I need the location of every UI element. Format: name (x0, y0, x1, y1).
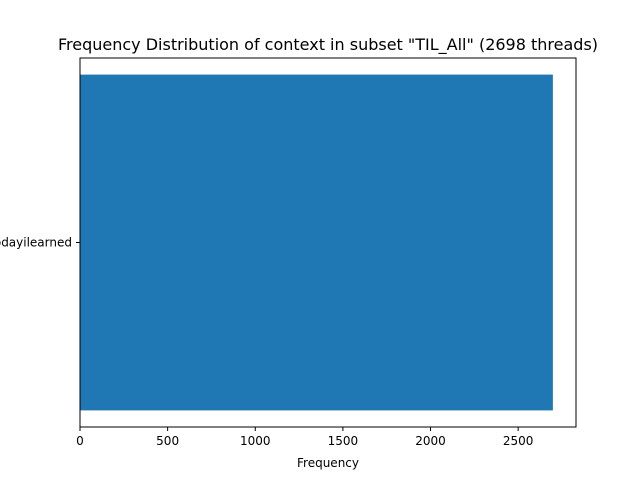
x-tick-label: 0 (76, 434, 84, 448)
bar-todayilearned (80, 74, 553, 411)
x-tick-label: 1000 (240, 434, 271, 448)
bars-group (80, 74, 553, 411)
y-axis-ticks: todayilearned (0, 236, 80, 250)
x-axis-ticks: 0 500 1000 1500 2000 2500 (76, 427, 533, 448)
x-axis-label: Frequency (297, 456, 359, 470)
x-tick-label: 500 (156, 434, 179, 448)
plot-frame (79, 57, 577, 428)
chart-title: Frequency Distribution of context in sub… (58, 35, 598, 55)
x-tick-label: 2000 (415, 434, 446, 448)
x-tick-label: 2500 (503, 434, 534, 448)
y-tick-label: todayilearned (0, 236, 72, 250)
x-tick-label: 1500 (328, 434, 359, 448)
